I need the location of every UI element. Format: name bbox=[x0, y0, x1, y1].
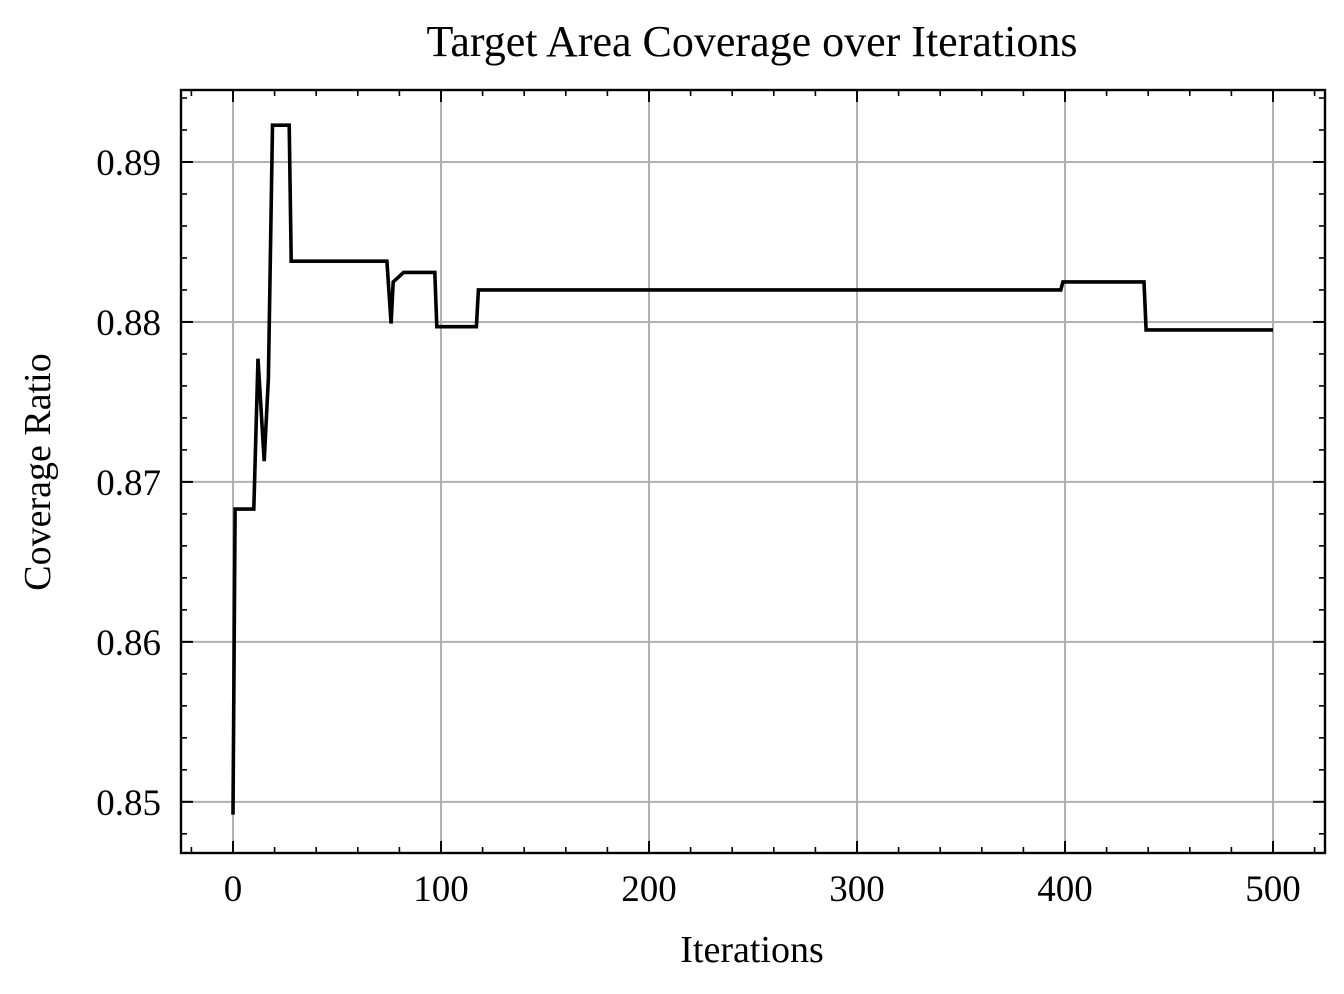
x-tick-label: 200 bbox=[621, 869, 677, 910]
x-tick-label: 400 bbox=[1037, 869, 1093, 910]
x-tick-label: 0 bbox=[224, 869, 243, 910]
series-layer bbox=[231, 123, 1273, 815]
y-tick-label: 0.87 bbox=[96, 463, 161, 504]
x-axis-label: Iterations bbox=[680, 929, 824, 971]
chart-title: Target Area Coverage over Iterations bbox=[427, 17, 1078, 66]
y-axis-label: Coverage Ratio bbox=[17, 353, 59, 590]
grid bbox=[181, 90, 1325, 853]
y-tick-label: 0.85 bbox=[96, 783, 161, 824]
tick-labels: 0 100 200 300 400 500 0.85 0.86 0.87 0.88 0.89 bbox=[96, 143, 1301, 910]
plot-frame bbox=[179, 88, 1327, 855]
y-tick-label: 0.89 bbox=[96, 143, 161, 184]
coverage-series-line bbox=[231, 123, 1273, 815]
x-tick-label: 100 bbox=[413, 869, 469, 910]
x-tick-label: 300 bbox=[829, 869, 885, 910]
y-tick-label: 0.86 bbox=[96, 623, 161, 664]
y-tick-label: 0.88 bbox=[96, 303, 161, 344]
x-tick-label: 500 bbox=[1245, 869, 1301, 910]
axis-ticks bbox=[181, 90, 1325, 853]
